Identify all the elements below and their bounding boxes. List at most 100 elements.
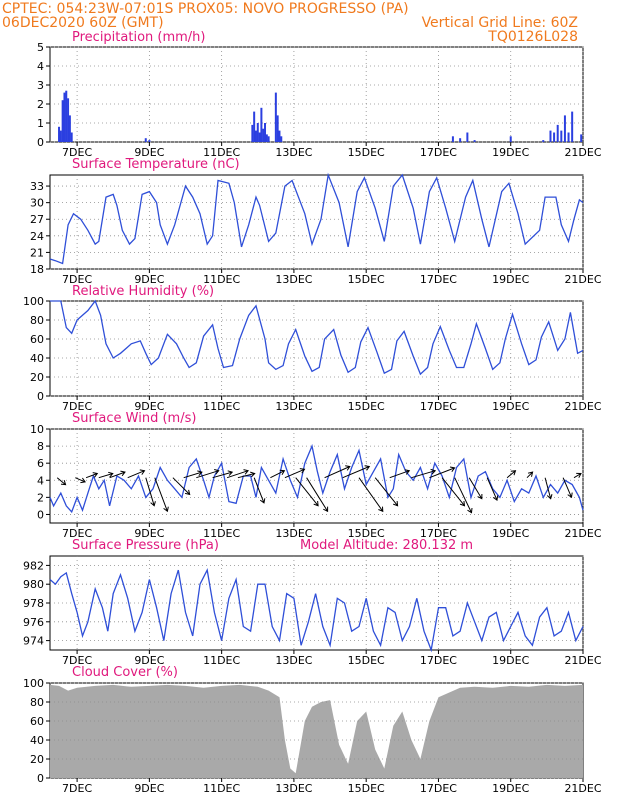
- x-tick-label: 21DEC: [564, 273, 601, 286]
- x-tick-label: 15DEC: [348, 527, 385, 540]
- y-tick-label: 0: [37, 136, 44, 149]
- y-tick-label: 40: [30, 734, 44, 747]
- precip-bar: [59, 130, 62, 142]
- x-tick-label: 11DEC: [203, 400, 240, 413]
- precip-bar: [61, 100, 64, 142]
- x-tick-label: 17DEC: [420, 273, 457, 286]
- x-tick-label: 17DEC: [420, 146, 457, 159]
- x-tick-label: 17DEC: [420, 782, 457, 795]
- x-tick-label: 7DEC: [62, 146, 92, 159]
- x-tick-label: 15DEC: [348, 146, 385, 159]
- y-tick-label: 20: [30, 753, 44, 766]
- x-tick-label: 19DEC: [492, 527, 529, 540]
- wind-vector: [98, 471, 114, 479]
- x-tick-label: 9DEC: [134, 400, 164, 413]
- wind-vector: [295, 477, 319, 507]
- precip-bar: [560, 130, 563, 142]
- precip-bar: [542, 140, 545, 142]
- x-tick-label: 19DEC: [492, 782, 529, 795]
- y-tick-label: 100: [23, 295, 44, 308]
- x-tick-label: 13DEC: [275, 654, 312, 667]
- precip-bar: [553, 132, 556, 142]
- precip-bar: [58, 126, 61, 142]
- precip-bar: [148, 140, 151, 142]
- y-tick-label: 978: [23, 597, 44, 610]
- panel-annotation: Model Altitude: 280.132 m: [300, 538, 473, 553]
- y-tick-label: 100: [23, 677, 44, 690]
- wind-vector: [85, 472, 99, 479]
- precip-bar: [144, 138, 147, 142]
- x-tick-label: 17DEC: [420, 527, 457, 540]
- wind-vector: [544, 477, 553, 500]
- y-tick-label: 6: [37, 457, 44, 470]
- precip-bar: [567, 132, 570, 142]
- y-tick-label: 24: [30, 230, 44, 243]
- panel-title: Surface Wind (m/s): [72, 411, 196, 426]
- y-tick-label: 980: [23, 578, 44, 591]
- header-station: CPTEC: 054:23W-07:01S PROX05: NOVO PROGR…: [2, 1, 409, 17]
- wind-vector: [284, 468, 306, 479]
- precip-bar: [451, 136, 454, 142]
- panel-title: Surface Temperature (nC): [72, 157, 240, 172]
- precip-bar: [280, 136, 283, 142]
- x-tick-label: 19DEC: [492, 273, 529, 286]
- precip-bar: [260, 107, 263, 142]
- x-tick-label: 9DEC: [134, 273, 164, 286]
- precip-bar: [278, 130, 281, 142]
- x-tick-label: 21DEC: [564, 400, 601, 413]
- wind-vector: [374, 477, 399, 507]
- wind-vector: [411, 468, 437, 479]
- wind-vector: [573, 472, 582, 479]
- wind-vector: [196, 469, 220, 479]
- y-tick-label: 21: [30, 246, 44, 259]
- y-tick-label: 4: [37, 474, 44, 487]
- precip-bar: [556, 124, 559, 142]
- precip-bar: [473, 140, 476, 142]
- panel-title: Surface Pressure (hPa): [72, 538, 219, 553]
- y-tick-label: 80: [30, 314, 44, 327]
- wind-vector: [226, 469, 249, 479]
- panel-frame: [49, 300, 584, 397]
- precip-bar: [65, 90, 68, 142]
- x-tick-label: 19DEC: [492, 400, 529, 413]
- y-tick-label: 27: [30, 213, 44, 226]
- precip-bar: [276, 115, 279, 142]
- x-tick-label: 11DEC: [203, 782, 240, 795]
- panel-title: Cloud Cover (%): [72, 665, 178, 680]
- precip-bar: [549, 130, 552, 142]
- y-tick-label: 80: [30, 696, 44, 709]
- series-line: [49, 443, 584, 514]
- y-tick-label: 974: [23, 635, 44, 648]
- wind-vector: [270, 469, 286, 479]
- precip-bar: [67, 98, 70, 142]
- x-tick-label: 19DEC: [492, 654, 529, 667]
- precip-bar: [466, 132, 469, 142]
- x-tick-label: 13DEC: [275, 782, 312, 795]
- precip-bar: [265, 134, 268, 142]
- series-line: [49, 568, 584, 653]
- header-run-date: 06DEC2020 60Z (GMT): [2, 15, 164, 31]
- wind-vector: [358, 477, 384, 513]
- y-tick-label: 2: [37, 491, 44, 504]
- wind-vector: [324, 465, 351, 479]
- wind-vector: [172, 477, 191, 496]
- panel-frame: [49, 555, 584, 651]
- x-tick-label: 11DEC: [203, 273, 240, 286]
- y-tick-label: 0: [37, 508, 44, 521]
- wind-vector: [389, 469, 411, 479]
- y-tick-label: 60: [30, 333, 44, 346]
- y-tick-label: 0: [37, 390, 44, 403]
- y-tick-label: 30: [30, 197, 44, 210]
- wind-vector: [75, 477, 86, 484]
- wind-vector: [562, 477, 573, 499]
- y-tick-label: 982: [23, 559, 44, 572]
- header-grid-note: Vertical Grid Line: 60Z: [422, 15, 578, 31]
- series-line: [49, 172, 584, 265]
- x-tick-label: 7DEC: [62, 782, 92, 795]
- precip-bar: [63, 92, 66, 142]
- x-tick-label: 19DEC: [492, 146, 529, 159]
- x-tick-label: 9DEC: [134, 146, 164, 159]
- panel-frame: [49, 174, 584, 270]
- x-tick-label: 21DEC: [564, 527, 601, 540]
- x-tick-label: 13DEC: [275, 146, 312, 159]
